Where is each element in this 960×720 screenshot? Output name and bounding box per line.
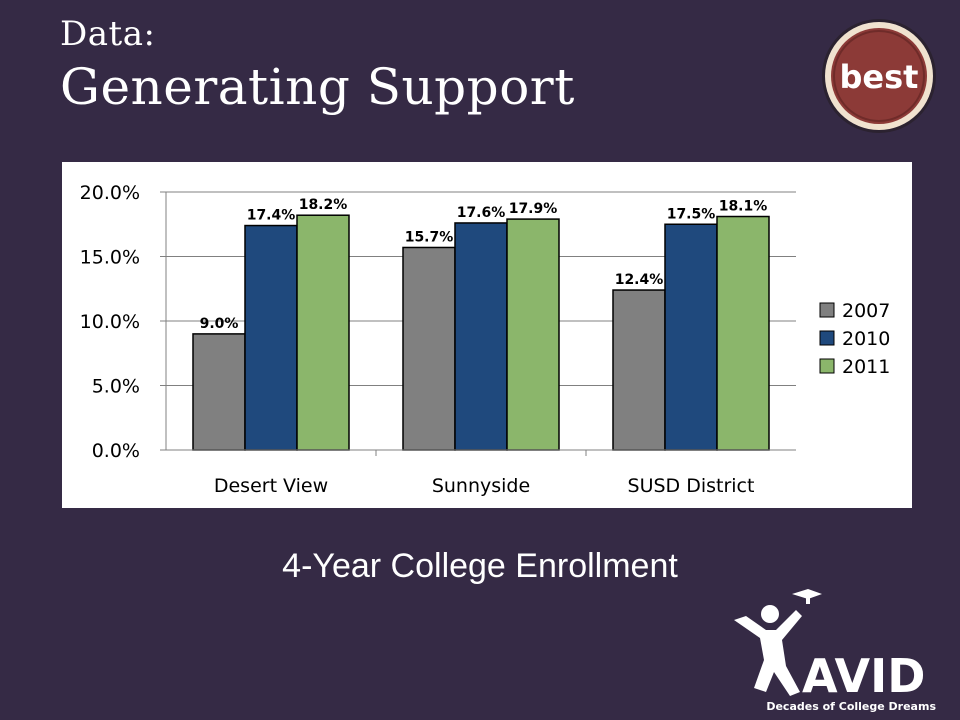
best-badge-icon: best — [822, 19, 936, 133]
slide-subtitle: Data: — [60, 14, 156, 54]
bar-2007-sunnyside — [402, 246, 456, 451]
y-tick-label: 15.0% — [80, 247, 140, 269]
avid-logo: AVID Decades of College Dreams — [734, 589, 936, 713]
legend-label: 2007 — [842, 300, 890, 322]
bar-chart: 0.0% 5.0% 10.0% 15.0% 20.0% Desert View Sunnys… — [80, 182, 891, 497]
legend-label: 2011 — [842, 356, 890, 378]
badge-text: best — [840, 58, 919, 96]
bar-2010-sunnyside — [454, 222, 508, 451]
data-label: 15.7% — [405, 229, 454, 245]
bar-2011-sunnyside — [506, 218, 560, 451]
chart-caption: 4-Year College Enrollment — [282, 547, 678, 585]
chart-panel: 0.0% 5.0% 10.0% 15.0% 20.0% Desert View Sunnys… — [62, 162, 912, 508]
data-label: 17.5% — [667, 206, 716, 222]
legend-swatch — [819, 330, 835, 346]
x-tick-label: SUSD District — [628, 475, 755, 497]
legend: 2007 2010 2011 — [819, 300, 890, 378]
axes: 0.0% 5.0% 10.0% 15.0% 20.0% Desert View Sunnys… — [80, 182, 796, 497]
avid-figure-icon — [734, 589, 822, 696]
bar-2007-susd-district — [612, 289, 666, 451]
bar-2007-desert-view — [192, 333, 246, 451]
avid-wordmark: AVID — [802, 649, 925, 703]
bar-2011-desert-view — [296, 214, 350, 451]
avid-tagline: Decades of College Dreams — [766, 700, 936, 713]
y-tick-label: 20.0% — [80, 182, 140, 204]
y-tick-label: 0.0% — [92, 440, 140, 462]
x-tick-label: Desert View — [214, 475, 328, 497]
bar-2011-susd-district — [716, 215, 770, 451]
legend-swatch — [819, 358, 835, 374]
data-label: 17.4% — [247, 208, 296, 224]
slide-title: Generating Support — [60, 58, 575, 116]
bar-2010-susd-district — [664, 223, 718, 451]
x-tick-label: Sunnyside — [432, 475, 530, 497]
legend-label: 2010 — [842, 328, 890, 350]
data-label: 18.2% — [299, 197, 348, 213]
bars — [192, 214, 770, 451]
data-labels: 9.0% 17.4%18.2% 15.7%17.6% 17.9% 12.4% 17.5% 1… — [200, 197, 768, 332]
legend-swatch — [819, 302, 835, 318]
data-label: 17.9% — [509, 201, 558, 217]
y-tick-label: 10.0% — [80, 311, 140, 333]
data-label: 17.6% — [457, 205, 506, 221]
bar-2010-desert-view — [244, 224, 298, 451]
data-label: 12.4% — [615, 272, 664, 288]
data-label: 9.0% — [200, 316, 239, 332]
data-label: 18.1% — [719, 199, 768, 215]
y-tick-label: 5.0% — [92, 376, 140, 398]
